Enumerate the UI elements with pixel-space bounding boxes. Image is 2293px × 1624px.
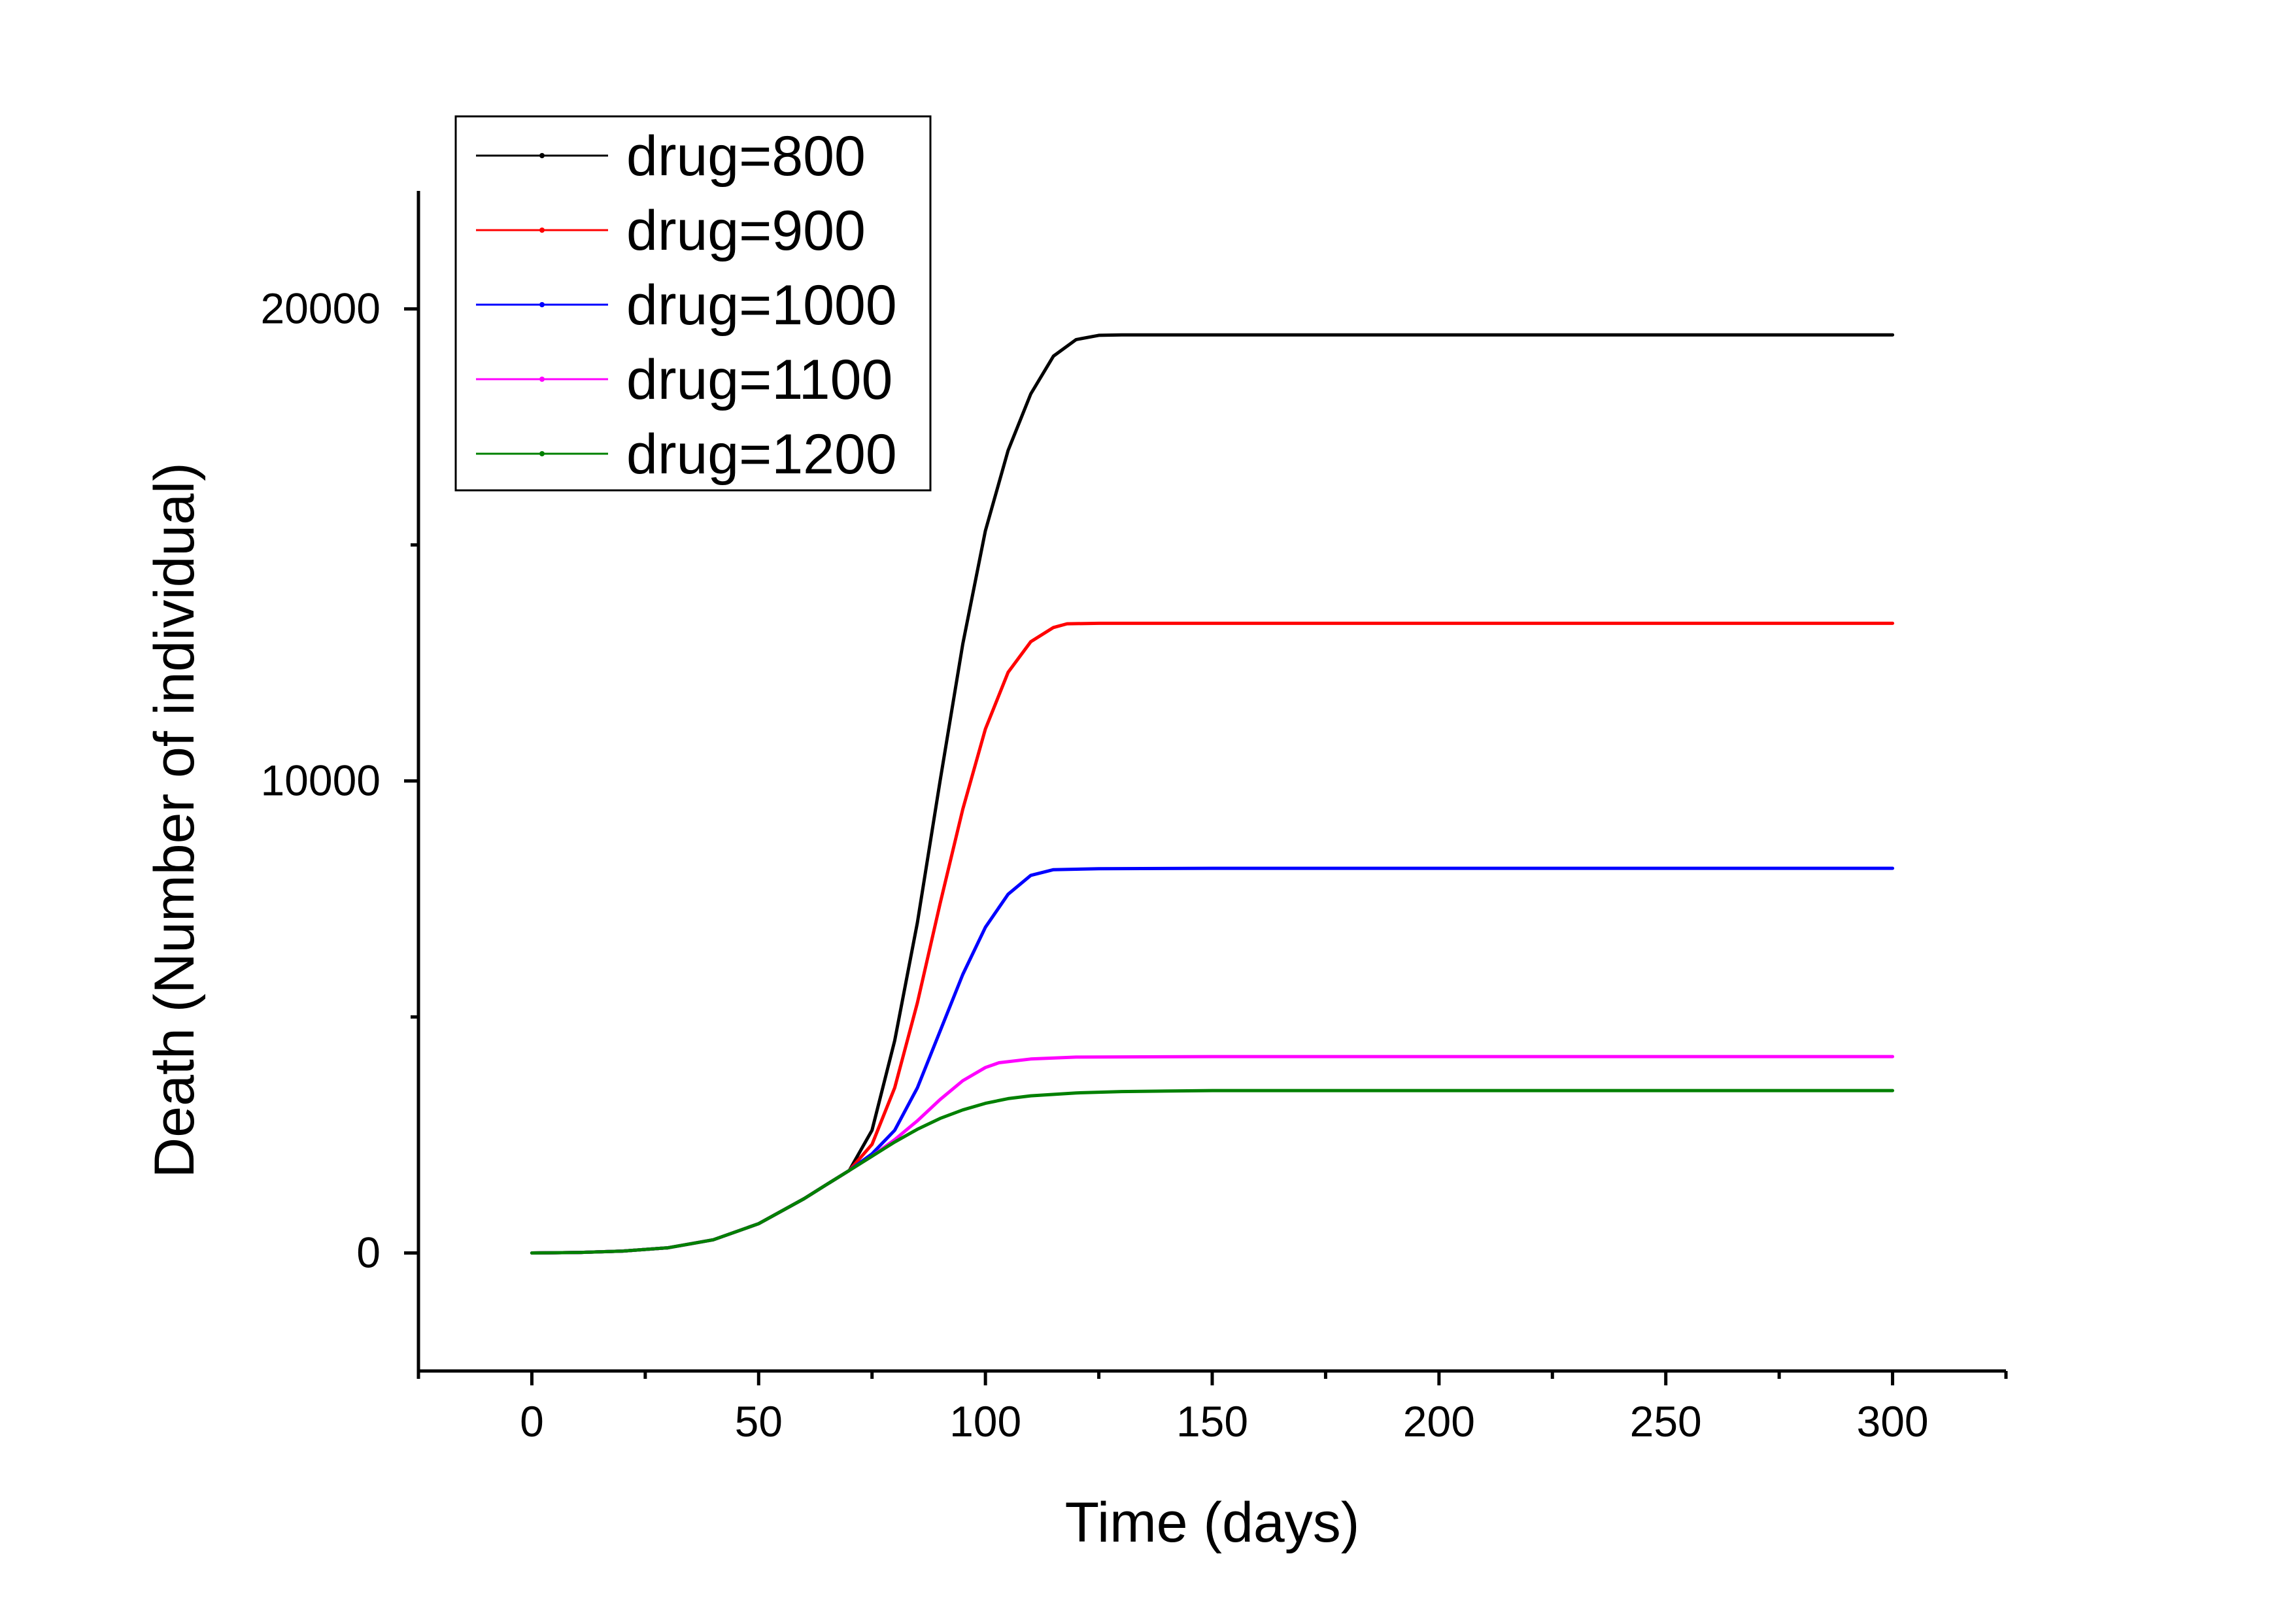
legend-label-4: drug=1100 bbox=[626, 348, 892, 411]
legend-label-5: drug=1200 bbox=[626, 423, 897, 486]
legend-marker-3 bbox=[539, 302, 545, 307]
legend-label-1: drug=800 bbox=[626, 125, 866, 188]
y-axis-title: Death (Number of individual) bbox=[143, 462, 206, 1178]
legend-box bbox=[454, 115, 932, 492]
series-line-2 bbox=[530, 621, 1895, 1255]
x-tick-label: 100 bbox=[949, 1397, 1021, 1446]
axes: 0 50 100 150 200 250 300 0 10000 20000 bbox=[260, 191, 2008, 1446]
x-tick-label: 0 bbox=[520, 1397, 544, 1446]
legend-marker-4 bbox=[539, 377, 545, 382]
x-tick-label: 300 bbox=[1857, 1397, 1929, 1446]
legend-marker-2 bbox=[539, 228, 545, 233]
legend-label-2: drug=900 bbox=[626, 199, 866, 262]
series-line-4 bbox=[530, 1055, 1895, 1255]
legend-marker-1 bbox=[539, 153, 545, 158]
legend-marker-5 bbox=[539, 451, 545, 456]
legend-label-3: drug=1000 bbox=[626, 274, 897, 337]
x-tick-label: 200 bbox=[1403, 1397, 1475, 1446]
x-tick-label: 50 bbox=[735, 1397, 783, 1446]
y-tick-label: 20000 bbox=[260, 284, 381, 333]
series-line-3 bbox=[530, 866, 1895, 1255]
x-tick-label: 250 bbox=[1630, 1397, 1702, 1446]
series-line-5 bbox=[530, 1089, 1895, 1255]
x-axis-title: Time (days) bbox=[1065, 1491, 1360, 1554]
plot-area bbox=[530, 333, 1895, 1255]
x-tick-label: 150 bbox=[1176, 1397, 1248, 1446]
legend: drug=800 drug=900 drug=1000 drug=1100 drug=1… bbox=[454, 115, 932, 492]
y-tick-label: 10000 bbox=[260, 756, 381, 805]
y-tick-label: 0 bbox=[356, 1228, 381, 1277]
